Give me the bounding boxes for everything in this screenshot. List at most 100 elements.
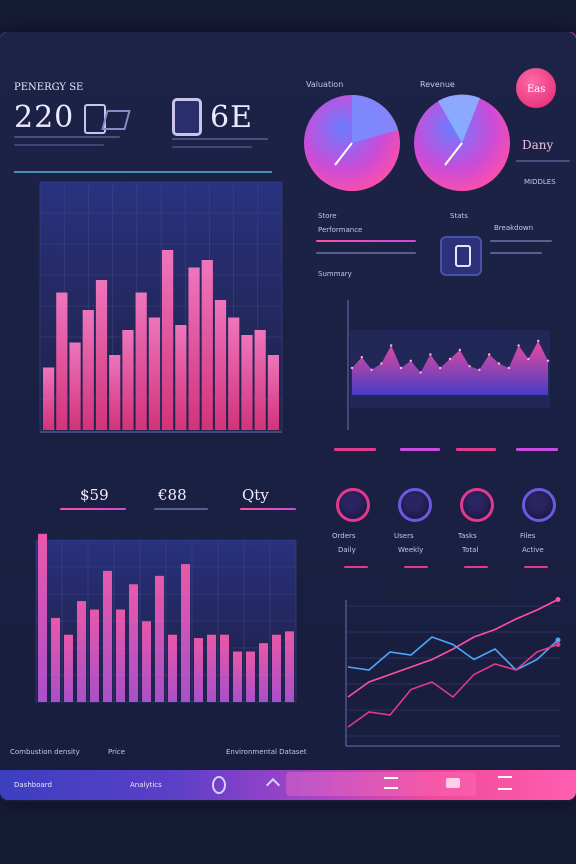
area-point xyxy=(478,368,481,371)
bar xyxy=(267,355,279,430)
footer-highlight xyxy=(286,772,476,796)
bar xyxy=(233,651,242,702)
divider xyxy=(464,566,488,568)
bar xyxy=(109,355,121,430)
area-point xyxy=(419,371,422,374)
area-point xyxy=(380,362,383,365)
value-a-underline xyxy=(60,508,126,510)
divider xyxy=(344,566,368,568)
value-a: $59 xyxy=(80,486,109,504)
divider xyxy=(404,566,428,568)
footer-left-link[interactable]: Dashboard xyxy=(14,781,52,789)
area-point xyxy=(458,348,461,352)
bar xyxy=(116,609,125,702)
bar-chart-2 xyxy=(38,533,294,702)
legend-swatch xyxy=(456,448,496,451)
line-series xyxy=(347,643,559,728)
bar xyxy=(175,325,187,430)
divider xyxy=(14,144,104,146)
footer-mid-link[interactable]: Analytics xyxy=(130,781,162,789)
bar xyxy=(69,342,81,430)
area-point xyxy=(409,359,412,362)
circle-button-users[interactable] xyxy=(398,488,432,522)
bar xyxy=(64,634,73,702)
bar xyxy=(259,643,268,702)
line-end-point xyxy=(555,637,561,643)
side-caption: MIDDLES xyxy=(524,178,556,186)
area-point xyxy=(448,357,452,361)
caption-left: Combustion density xyxy=(10,748,80,756)
bar xyxy=(129,584,138,702)
storage-icon[interactable] xyxy=(440,236,482,276)
side-label: Dany xyxy=(522,138,554,152)
pie-right-needle xyxy=(444,142,463,166)
area-point xyxy=(497,362,501,365)
header-label: PENERGY SE xyxy=(14,82,84,93)
line-series xyxy=(347,598,559,698)
circle-button-orders[interactable] xyxy=(336,488,370,522)
device-icon xyxy=(172,98,202,136)
bar xyxy=(207,634,216,702)
bar xyxy=(155,575,164,702)
line-chart-grid xyxy=(346,605,560,737)
bar xyxy=(181,564,190,702)
caption-mid: Price xyxy=(108,748,126,756)
divider xyxy=(172,138,268,140)
bar xyxy=(194,638,203,702)
area-point xyxy=(527,357,530,361)
value-b: €88 xyxy=(158,486,187,504)
divider xyxy=(524,566,548,568)
area-point xyxy=(429,353,432,356)
bar xyxy=(272,634,281,702)
stat-progress-a xyxy=(316,240,416,242)
area-point xyxy=(507,366,510,370)
circle-subcaption: Active xyxy=(522,546,544,554)
area-point xyxy=(546,359,550,362)
area-point xyxy=(350,366,354,370)
circle-button-tasks[interactable] xyxy=(460,488,494,522)
bar xyxy=(142,621,151,702)
list-icon[interactable] xyxy=(498,776,512,790)
value-c-underline xyxy=(240,508,296,510)
bar xyxy=(214,300,227,430)
search-icon[interactable] xyxy=(212,776,226,794)
legend-swatch xyxy=(516,448,558,451)
bar xyxy=(285,631,294,702)
pie-right-label: Revenue xyxy=(420,80,455,89)
bar xyxy=(82,310,94,430)
legend-swatch xyxy=(400,448,440,451)
bar xyxy=(188,267,200,430)
stat-caption-c: Breakdown xyxy=(494,224,534,232)
profile-badge[interactable] xyxy=(516,68,556,108)
divider xyxy=(14,136,120,138)
stat-caption-b: Summary xyxy=(318,270,352,278)
circle-subcaption: Total xyxy=(462,546,479,554)
pie-chart-right xyxy=(414,94,510,191)
bar xyxy=(201,260,213,430)
profile-badge-label: Eas xyxy=(527,84,546,95)
bar xyxy=(122,330,134,430)
bar xyxy=(56,292,68,430)
circle-caption: Files xyxy=(520,532,536,540)
footer-bar xyxy=(0,770,576,800)
circle-caption: Tasks xyxy=(458,532,477,540)
area-series xyxy=(352,341,548,395)
circle-button-files[interactable] xyxy=(522,488,556,522)
bar xyxy=(38,533,47,702)
bar xyxy=(95,280,108,430)
circle-subcaption: Daily xyxy=(338,546,356,554)
circle-caption: Users xyxy=(394,532,414,540)
bar xyxy=(254,330,266,430)
divider xyxy=(490,252,542,254)
bar xyxy=(135,292,147,430)
area-point xyxy=(360,356,363,359)
circle-subcaption: Weekly xyxy=(398,546,424,554)
pie-right-slice xyxy=(438,94,480,143)
bar xyxy=(220,634,229,702)
menu-icon[interactable] xyxy=(384,777,398,789)
doc-icon xyxy=(84,104,106,134)
bar xyxy=(103,570,112,702)
folder-icon[interactable] xyxy=(446,778,460,788)
stat-caption-a: Performance xyxy=(318,226,363,234)
